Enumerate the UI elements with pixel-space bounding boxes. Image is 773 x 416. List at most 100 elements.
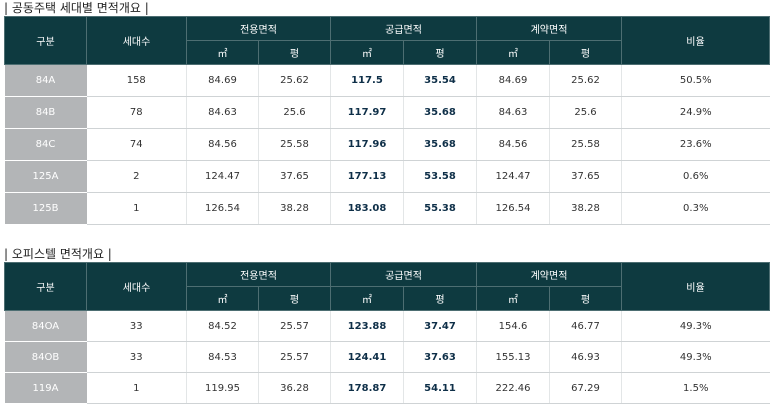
supply-pyeong-cell: 37.47 [403,310,477,342]
header-exclusive-m2: ㎡ [186,286,259,311]
exclusive-pyeong-cell: 25.57 [258,310,331,342]
contract-m2-cell: 155.13 [476,341,550,373]
supply-pyeong-cell: 35.68 [403,96,477,129]
table-row: 84OA 33 84.52 25.57 123.88 37.47 154.6 4… [4,310,770,342]
units-cell: 1 [86,372,187,404]
header-exclusive-pyeong: 평 [258,40,331,65]
type-cell: 84A [4,64,87,97]
header-contract-pyeong: 평 [549,286,622,311]
units-cell: 158 [86,64,187,97]
header-ratio: 비율 [621,262,770,311]
exclusive-pyeong-cell: 37.65 [258,160,331,193]
units-cell: 33 [86,341,187,373]
ratio-cell: 24.9% [621,96,770,129]
header-units: 세대수 [86,262,187,311]
header-contract-pyeong: 평 [549,40,622,65]
exclusive-m2-cell: 84.69 [186,64,259,97]
header-supply-m2: ㎡ [330,40,404,65]
units-cell: 74 [86,128,187,161]
header-supply-pyeong: 평 [403,40,477,65]
ratio-cell: 1.5% [621,372,770,404]
exclusive-pyeong-cell: 25.62 [258,64,331,97]
type-cell: 84B [4,96,87,129]
type-cell: 125A [4,160,87,193]
units-cell: 78 [86,96,187,129]
contract-m2-cell: 84.63 [476,96,550,129]
exclusive-m2-cell: 84.56 [186,128,259,161]
table-row: 84C 74 84.56 25.58 117.96 35.68 84.56 25… [4,128,770,161]
contract-pyeong-cell: 67.29 [549,372,622,404]
supply-pyeong-cell: 35.68 [403,128,477,161]
header-contract-area: 계약면적 [476,262,622,287]
units-cell: 33 [86,310,187,342]
contract-m2-cell: 222.46 [476,372,550,404]
ratio-cell: 0.6% [621,160,770,193]
header-type: 구분 [4,16,87,65]
header-supply-area: 공급면적 [330,262,477,287]
contract-pyeong-cell: 46.93 [549,341,622,373]
header-exclusive-pyeong: 평 [258,286,331,311]
apartment-section-title: | 공동주택 세대별 면적개요 | [4,1,149,15]
supply-m2-cell: 117.96 [330,128,404,161]
exclusive-m2-cell: 119.95 [186,372,259,404]
supply-pyeong-cell: 53.58 [403,160,477,193]
exclusive-pyeong-cell: 25.58 [258,128,331,161]
type-cell: 84C [4,128,87,161]
supply-m2-cell: 177.13 [330,160,404,193]
type-cell: 84OA [4,310,87,342]
header-ratio: 비율 [621,16,770,65]
supply-m2-cell: 183.08 [330,192,404,225]
header-type: 구분 [4,262,87,311]
supply-pyeong-cell: 54.11 [403,372,477,404]
apartment-section: | 공동주택 세대별 면적개요 | 구분 세대수 전용면적 공급면적 계약면적 … [4,1,770,225]
supply-pyeong-cell: 37.63 [403,341,477,373]
exclusive-pyeong-cell: 36.28 [258,372,331,404]
exclusive-m2-cell: 124.47 [186,160,259,193]
apartment-area-table: 구분 세대수 전용면적 공급면적 계약면적 비율 ㎡ 평 ㎡ 평 ㎡ 평 84A… [4,16,770,225]
exclusive-m2-cell: 84.52 [186,310,259,342]
contract-pyeong-cell: 46.77 [549,310,622,342]
contract-m2-cell: 154.6 [476,310,550,342]
supply-m2-cell: 117.97 [330,96,404,129]
contract-m2-cell: 124.47 [476,160,550,193]
contract-m2-cell: 84.69 [476,64,550,97]
officetel-section: | 오피스텔 면적개요 | 구분 세대수 전용면적 공급면적 계약면적 비율 ㎡… [0,246,773,404]
exclusive-pyeong-cell: 38.28 [258,192,331,225]
table-row: 125B 1 126.54 38.28 183.08 55.38 126.54 … [4,192,770,225]
supply-pyeong-cell: 35.54 [403,64,477,97]
header-exclusive-area: 전용면적 [186,262,331,287]
units-cell: 1 [86,192,187,225]
type-cell: 84OB [4,341,87,373]
contract-pyeong-cell: 25.6 [549,96,622,129]
units-cell: 2 [86,160,187,193]
supply-m2-cell: 123.88 [330,310,404,342]
ratio-cell: 0.3% [621,192,770,225]
ratio-cell: 49.3% [621,310,770,342]
exclusive-m2-cell: 126.54 [186,192,259,225]
header-exclusive-area: 전용면적 [186,16,331,41]
type-cell: 125B [4,192,87,225]
contract-pyeong-cell: 38.28 [549,192,622,225]
exclusive-m2-cell: 84.63 [186,96,259,129]
contract-pyeong-cell: 25.58 [549,128,622,161]
header-supply-m2: ㎡ [330,286,404,311]
header-supply-area: 공급면적 [330,16,477,41]
contract-m2-cell: 84.56 [476,128,550,161]
type-cell: 119A [4,372,87,404]
table-row: 119A 1 119.95 36.28 178.87 54.11 222.46 … [4,372,770,404]
header-exclusive-m2: ㎡ [186,40,259,65]
contract-m2-cell: 126.54 [476,192,550,225]
header-contract-m2: ㎡ [476,40,550,65]
officetel-section-title: | 오피스텔 면적개요 | [4,247,112,261]
supply-m2-cell: 124.41 [330,341,404,373]
supply-m2-cell: 117.5 [330,64,404,97]
ratio-cell: 50.5% [621,64,770,97]
contract-pyeong-cell: 25.62 [549,64,622,97]
header-units: 세대수 [86,16,187,65]
officetel-area-table: 구분 세대수 전용면적 공급면적 계약면적 비율 ㎡ 평 ㎡ 평 ㎡ 평 84O… [4,262,770,404]
table-row: 84OB 33 84.53 25.57 124.41 37.63 155.13 … [4,341,770,373]
supply-pyeong-cell: 55.38 [403,192,477,225]
supply-m2-cell: 178.87 [330,372,404,404]
table-row: 84B 78 84.63 25.6 117.97 35.68 84.63 25.… [4,96,770,129]
header-contract-m2: ㎡ [476,286,550,311]
